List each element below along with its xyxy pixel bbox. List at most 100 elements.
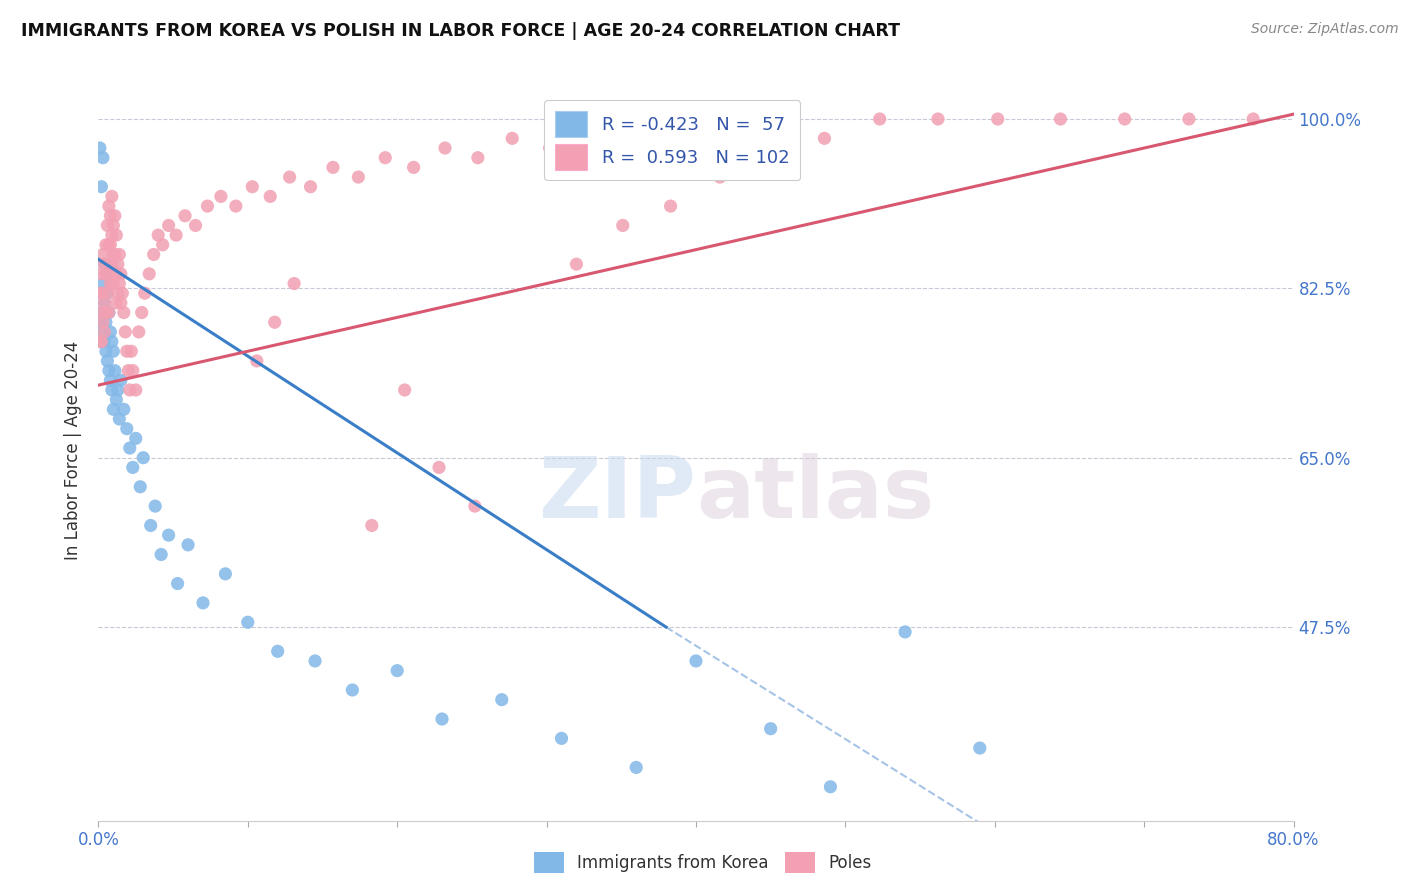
Point xyxy=(117,363,139,377)
Point xyxy=(157,528,180,542)
Point xyxy=(93,257,115,271)
Point xyxy=(139,518,162,533)
Point xyxy=(97,237,120,252)
Point xyxy=(107,383,129,397)
Point xyxy=(94,315,117,329)
Point xyxy=(91,151,114,165)
Point xyxy=(101,189,124,203)
Point xyxy=(94,267,117,281)
Point xyxy=(103,402,125,417)
Point xyxy=(467,151,489,165)
Point xyxy=(101,257,124,271)
Point xyxy=(927,112,949,126)
Point xyxy=(191,596,214,610)
Point xyxy=(94,267,117,281)
Point xyxy=(94,344,117,359)
Point xyxy=(869,112,891,126)
Point xyxy=(166,576,188,591)
Point xyxy=(103,277,125,291)
Point xyxy=(90,334,112,349)
Text: IMMIGRANTS FROM KOREA VS POLISH IN LABOR FORCE | AGE 20-24 CORRELATION CHART: IMMIGRANTS FROM KOREA VS POLISH IN LABOR… xyxy=(21,22,900,40)
Point xyxy=(813,131,835,145)
Point xyxy=(114,325,136,339)
Point xyxy=(112,402,135,417)
Point xyxy=(105,392,128,407)
Point xyxy=(578,121,600,136)
Point xyxy=(1178,112,1201,126)
Point xyxy=(118,441,141,455)
Point xyxy=(427,460,450,475)
Point xyxy=(115,344,138,359)
Point xyxy=(96,286,118,301)
Point xyxy=(101,334,124,349)
Point xyxy=(89,286,111,301)
Point xyxy=(107,286,129,301)
Point xyxy=(118,383,141,397)
Point xyxy=(1049,112,1071,126)
Point xyxy=(128,325,150,339)
Point xyxy=(105,228,128,243)
Point xyxy=(91,277,114,291)
Point xyxy=(394,383,416,397)
Point xyxy=(225,199,247,213)
Point xyxy=(263,315,285,329)
Point xyxy=(501,131,523,145)
Point xyxy=(93,334,115,349)
Point xyxy=(98,373,122,387)
Point xyxy=(104,209,127,223)
Point xyxy=(969,741,991,756)
Point xyxy=(105,267,128,281)
Point xyxy=(174,209,197,223)
Point xyxy=(97,305,120,319)
Point xyxy=(214,566,236,581)
Point xyxy=(93,325,115,339)
Point xyxy=(97,305,120,319)
Point xyxy=(93,257,115,271)
Point xyxy=(131,305,153,319)
Text: atlas: atlas xyxy=(696,453,934,536)
Point xyxy=(96,286,118,301)
Text: Source: ZipAtlas.com: Source: ZipAtlas.com xyxy=(1251,22,1399,37)
Legend: R = -0.423   N =  57, R =  0.593   N = 102: R = -0.423 N = 57, R = 0.593 N = 102 xyxy=(544,101,800,180)
Point xyxy=(565,257,588,271)
Point xyxy=(97,267,120,281)
Point xyxy=(464,499,486,513)
Point xyxy=(987,112,1010,126)
Point xyxy=(209,189,232,203)
Point xyxy=(612,219,634,233)
Point xyxy=(759,151,782,165)
Point xyxy=(96,257,118,271)
Point xyxy=(115,422,138,436)
Point xyxy=(619,131,641,145)
Point xyxy=(132,450,155,465)
Point xyxy=(177,538,200,552)
Point xyxy=(94,237,117,252)
Point xyxy=(374,151,396,165)
Point xyxy=(98,325,122,339)
Point xyxy=(385,664,409,678)
Point xyxy=(150,548,173,562)
Point xyxy=(120,344,142,359)
Point xyxy=(709,169,731,184)
Point xyxy=(97,363,120,377)
Point xyxy=(89,334,111,349)
Point xyxy=(90,267,112,281)
Point xyxy=(430,712,453,726)
Point xyxy=(685,654,707,668)
Point xyxy=(101,228,124,243)
Point xyxy=(278,169,301,184)
Point xyxy=(240,179,263,194)
Legend: Immigrants from Korea, Poles: Immigrants from Korea, Poles xyxy=(527,846,879,880)
Point xyxy=(434,141,457,155)
Point xyxy=(108,412,131,426)
Point xyxy=(105,296,128,310)
Point xyxy=(110,267,132,281)
Point xyxy=(89,141,111,155)
Point xyxy=(402,161,425,175)
Point xyxy=(104,363,127,377)
Point xyxy=(709,121,731,136)
Point xyxy=(134,286,156,301)
Point xyxy=(360,518,382,533)
Point xyxy=(142,247,165,261)
Point xyxy=(304,654,326,668)
